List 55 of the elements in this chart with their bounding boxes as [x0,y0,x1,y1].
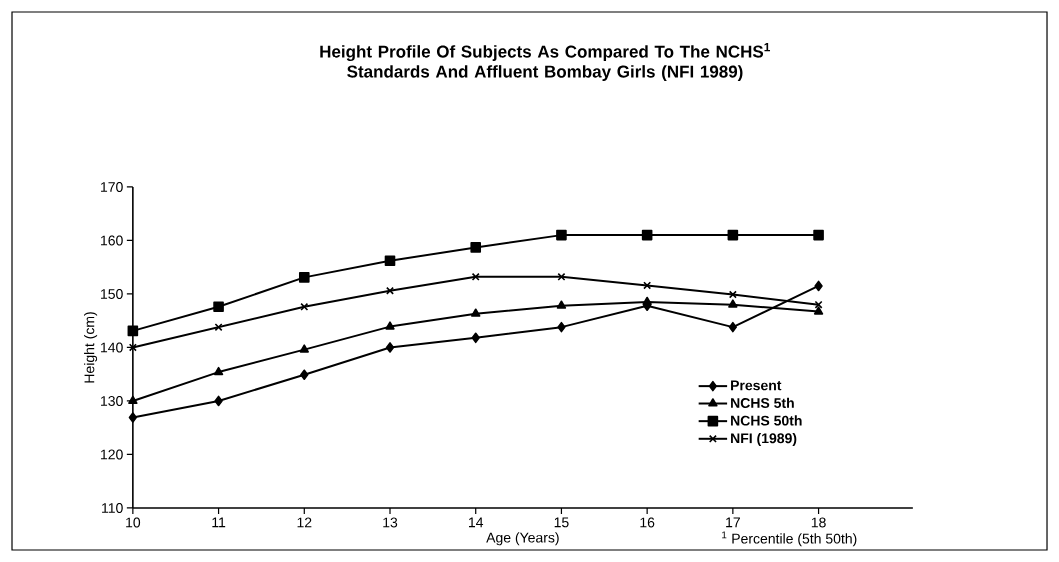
text: $^{1}$ Percentile (5th 50th) [722,531,857,547]
legend-label: Present [731,380,782,391]
point [557,321,566,333]
point [556,300,567,309]
legend-label: NFI (1989) [731,432,797,447]
y-tick-label: 120 [101,449,123,460]
x-tick-label: 17 [726,517,740,528]
x-tick-label: 14 [469,517,484,528]
point [470,242,482,253]
point [813,306,824,315]
point [728,321,738,333]
point [298,272,310,283]
point [128,412,138,423]
chart-title: Height Profile Of Subjects As Compared To The NCHS$^{1}$ Standards And Affluent Bombay Girls (NFI 1989) [320,43,771,81]
y-tick-label: 130 [101,396,123,406]
point [641,229,653,241]
point [214,395,223,407]
point [556,229,567,241]
x-tick-label: 16 [640,517,655,528]
point [471,272,480,281]
y-tick-label: 170 [101,182,123,192]
point [128,395,138,405]
y-tick-label: 140 [101,342,123,353]
legend-label: NCHS 5th [731,397,794,408]
x-tick-label: 13 [383,517,398,528]
x-tick-label: 15 [554,517,569,528]
point [471,308,481,317]
point [814,280,823,292]
point [384,255,396,267]
point [300,369,309,381]
point [728,290,737,299]
point [813,229,824,241]
y-axis-title: Height (cm) [84,312,98,383]
x-tick-label: 11 [212,517,226,528]
y-tick-label: 150 [101,289,123,299]
y-tick-label: 160 [101,235,123,246]
legend-label: NCHS 50th [731,415,802,426]
point [728,299,738,308]
point [213,366,224,376]
x-tick-label: 10 [126,517,141,528]
point [127,325,139,337]
point [213,301,224,313]
point [385,342,395,353]
point [727,229,739,241]
point [814,300,823,309]
point [642,296,652,306]
point [385,321,395,330]
x-axis-title: Age (Years) [486,532,559,546]
point [214,323,223,332]
y-tick-label: 110 [102,503,123,513]
x-tick-label: 18 [811,517,826,528]
x-tick-label: 12 [297,517,312,528]
point [471,332,480,344]
point [299,344,309,353]
point [300,302,309,311]
